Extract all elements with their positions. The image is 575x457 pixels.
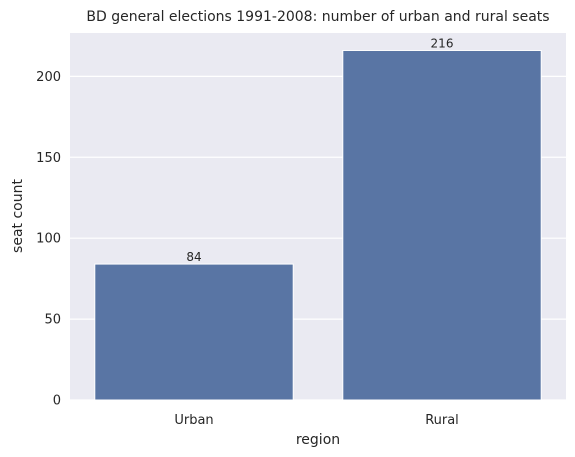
bar-value-label-rural: 216: [431, 36, 454, 50]
bar-rural: [342, 49, 542, 401]
y-tick-label-2: 100: [36, 232, 61, 247]
y-tick-label-3: 150: [36, 151, 61, 166]
x-tick-label-urban: Urban: [174, 413, 213, 428]
y-tick-label-4: 200: [36, 70, 61, 85]
x-axis-ticks: Urban Rural: [174, 413, 458, 428]
bar-urban: [94, 263, 294, 401]
y-tick-label-1: 50: [44, 313, 61, 328]
x-axis-label: region: [296, 432, 340, 448]
x-tick-label-rural: Rural: [425, 413, 459, 428]
bar-labels: 84 216: [186, 36, 453, 264]
bar-value-label-urban: 84: [186, 250, 201, 264]
bars: [94, 49, 542, 401]
y-axis-ticks: 0 50 100 150 200: [36, 70, 61, 409]
y-axis-label: seat count: [10, 179, 26, 253]
chart-title: BD general elections 1991-2008: number o…: [86, 9, 549, 25]
y-tick-label-0: 0: [53, 394, 61, 409]
